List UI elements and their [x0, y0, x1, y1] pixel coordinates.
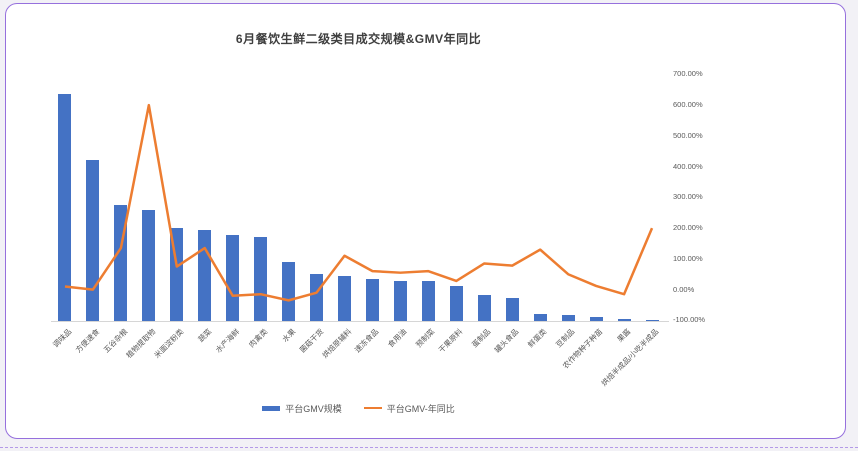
gmv-bar	[114, 205, 128, 321]
gmv-bar	[617, 318, 631, 321]
gmv-bar	[170, 227, 184, 321]
gmv-bar	[449, 285, 463, 321]
y-axis-tick-label: 700.00%	[673, 69, 703, 79]
legend-line-swatch-icon	[363, 406, 382, 410]
gmv-bar	[505, 298, 519, 321]
gmv-bar	[393, 281, 407, 321]
y-axis-tick-label: 200.00%	[673, 223, 703, 233]
legend-item-gmv-scale[interactable]: 平台GMV规模	[262, 402, 342, 415]
gmv-bar	[533, 314, 547, 321]
gmv-bar	[477, 294, 491, 321]
y-axis-tick-label: 600.00%	[673, 100, 703, 110]
dotted-guide-line	[0, 447, 858, 448]
gmv-bar	[338, 275, 352, 321]
chart-card[interactable]: 6月餐饮生鲜二级类目成交规模&GMV年同比 700.00% 600.00% 500.…	[5, 3, 846, 439]
gmv-bar	[254, 237, 268, 321]
legend-label: 平台GMV规模	[285, 403, 342, 414]
gmv-bar	[310, 274, 324, 321]
gmv-bar	[421, 281, 435, 321]
y-axis-tick-label: 0.00%	[673, 284, 695, 294]
gmv-bar	[365, 279, 379, 321]
gmv-bar	[198, 230, 212, 321]
gmv-bar	[589, 316, 603, 321]
gmv-bar	[86, 159, 100, 321]
y-axis-tick-label: 500.00%	[673, 130, 703, 140]
y-axis-tick-label: 300.00%	[673, 192, 703, 202]
y-axis-tick-label: 100.00%	[673, 253, 703, 263]
gmv-bar	[58, 94, 72, 321]
gmv-bar	[226, 234, 240, 321]
y-axis-tick-label: -100.00%	[673, 315, 706, 325]
legend-bar-swatch-icon	[262, 405, 281, 411]
chart-title: 6月餐饮生鲜二级类目成交规模&GMV年同比	[235, 32, 482, 46]
gmv-bar	[645, 319, 659, 321]
chart-legend: 平台GMV规模 平台GMV-年同比	[51, 400, 666, 416]
gmv-bar	[282, 261, 296, 321]
plot-area: 700.00% 600.00% 500.00% 400.00% 300.00% 200.0…	[6, 4, 847, 440]
x-axis-line	[51, 321, 669, 322]
gmv-bar	[142, 209, 156, 321]
gmv-bar	[561, 315, 575, 321]
y-axis-tick-label: 400.00%	[673, 161, 703, 171]
legend-label: 平台GMV-年同比	[386, 403, 455, 414]
legend-item-gmv-yoy[interactable]: 平台GMV-年同比	[363, 402, 455, 415]
